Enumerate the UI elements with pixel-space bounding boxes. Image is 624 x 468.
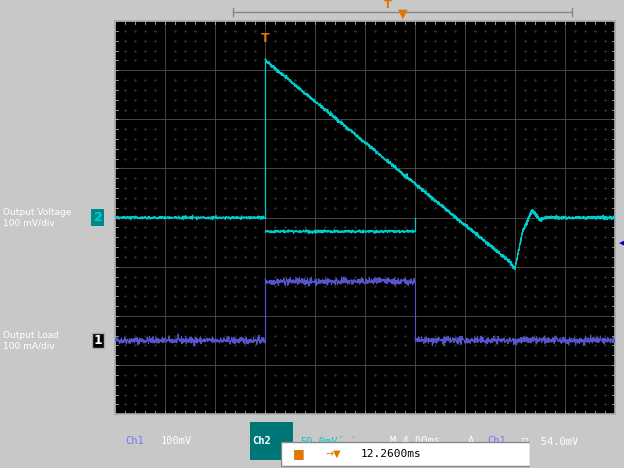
- Text: 50.0mV´¸´: 50.0mV´¸´: [300, 436, 356, 446]
- Text: 2: 2: [94, 211, 102, 224]
- Text: Ch2: Ch2: [253, 436, 271, 446]
- Bar: [281, 442, 530, 466]
- Text: 12.2600ms: 12.2600ms: [361, 449, 421, 459]
- Bar: [250, 423, 293, 460]
- Text: Ch1: Ch1: [487, 436, 506, 446]
- Text: T: T: [261, 32, 270, 45]
- Text: 1: 1: [94, 334, 102, 347]
- Text: →▼: →▼: [326, 449, 341, 459]
- Text: ■: ■: [293, 447, 305, 461]
- Text: M 4.00ms: M 4.00ms: [390, 436, 440, 446]
- Text: Output Load
100 mA/div: Output Load 100 mA/div: [3, 331, 59, 350]
- Text: 100mV: 100mV: [160, 436, 192, 446]
- Text: Ch1: Ch1: [125, 436, 144, 446]
- Text: Output Voltage
100 mV/div: Output Voltage 100 mV/div: [3, 208, 72, 227]
- Text: A: A: [467, 436, 474, 446]
- Text: ▼: ▼: [397, 7, 407, 20]
- Text: ◀: ◀: [618, 234, 624, 250]
- Text: T: T: [384, 0, 391, 10]
- Text: ∯  54.0mV: ∯ 54.0mV: [522, 436, 578, 446]
